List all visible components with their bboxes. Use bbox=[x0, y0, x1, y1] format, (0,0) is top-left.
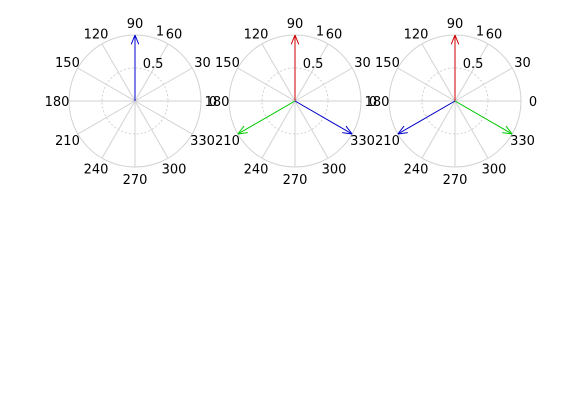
compass-vector bbox=[397, 100, 456, 135]
grid-spoke bbox=[294, 43, 329, 102]
theta-tick-label: 90 bbox=[287, 17, 304, 32]
theta-tick-label: 30 bbox=[514, 56, 531, 71]
theta-tick-label: 0 bbox=[369, 95, 377, 110]
theta-tick-label: 330 bbox=[510, 134, 535, 149]
theta-tick-label: 150 bbox=[215, 56, 240, 71]
vector-shaft bbox=[294, 100, 353, 135]
grid-spoke bbox=[134, 100, 193, 135]
vector-arrowhead bbox=[397, 132, 408, 135]
theta-tick-label: 300 bbox=[482, 163, 507, 178]
theta-tick-label: 240 bbox=[404, 163, 429, 178]
vector-arrowhead bbox=[345, 125, 353, 135]
theta-tick-label: 150 bbox=[375, 56, 400, 71]
theta-tick-label: 30 bbox=[354, 56, 371, 71]
vector-arrowhead bbox=[505, 125, 513, 135]
vector-shaft bbox=[397, 100, 456, 135]
theta-tick-label: 330 bbox=[350, 134, 375, 149]
theta-tick-label: 120 bbox=[404, 27, 429, 42]
theta-tick-label: 270 bbox=[123, 173, 148, 188]
r-tick-label: 1 bbox=[476, 25, 484, 40]
theta-tick-label: 180 bbox=[365, 95, 390, 110]
theta-tick-label: 90 bbox=[127, 17, 144, 32]
compass-vector bbox=[454, 100, 513, 135]
vector-arrowhead bbox=[237, 125, 245, 135]
compass-vector bbox=[237, 100, 296, 135]
theta-tick-label: 180 bbox=[45, 95, 70, 110]
theta-tick-label: 60 bbox=[326, 27, 343, 42]
grid-spoke bbox=[101, 43, 136, 102]
grid-spoke bbox=[261, 43, 296, 102]
vector-arrowhead bbox=[450, 34, 456, 45]
theta-tick-label: 90 bbox=[447, 17, 464, 32]
theta-tick-label: 30 bbox=[194, 56, 211, 71]
vector-arrowhead bbox=[134, 34, 140, 45]
compass-vector bbox=[130, 34, 140, 101]
r-tick-label: 1 bbox=[316, 25, 324, 40]
r-tick-label: 0.5 bbox=[143, 57, 164, 72]
r-tick-label: 1 bbox=[156, 25, 164, 40]
theta-tick-label: 210 bbox=[55, 134, 80, 149]
grid-spoke bbox=[134, 43, 169, 102]
vector-arrowhead bbox=[237, 132, 248, 135]
theta-tick-label: 120 bbox=[84, 27, 109, 42]
theta-tick-label: 0 bbox=[529, 95, 537, 110]
compass-vector bbox=[450, 34, 460, 101]
theta-tick-label: 240 bbox=[84, 163, 109, 178]
vector-arrowhead bbox=[342, 132, 353, 135]
theta-tick-label: 60 bbox=[486, 27, 503, 42]
grid-spoke bbox=[421, 43, 456, 102]
theta-tick-label: 210 bbox=[215, 134, 240, 149]
compass-vector bbox=[290, 34, 300, 101]
theta-tick-label: 210 bbox=[375, 134, 400, 149]
grid-spoke bbox=[421, 100, 456, 159]
grid-spoke bbox=[454, 67, 513, 102]
theta-tick-label: 180 bbox=[205, 95, 230, 110]
theta-tick-label: 330 bbox=[190, 134, 215, 149]
vector-arrowhead bbox=[397, 125, 405, 135]
theta-tick-label: 60 bbox=[166, 27, 183, 42]
grid-spoke bbox=[261, 100, 296, 159]
r-tick-label: 0.5 bbox=[463, 57, 484, 72]
grid-spoke bbox=[237, 67, 296, 102]
theta-tick-label: 0 bbox=[209, 95, 217, 110]
theta-tick-label: 300 bbox=[322, 163, 347, 178]
grid-spoke bbox=[397, 67, 456, 102]
grid-spoke bbox=[454, 100, 489, 159]
grid-spoke bbox=[294, 67, 353, 102]
theta-tick-label: 150 bbox=[55, 56, 80, 71]
vector-arrowhead bbox=[130, 34, 136, 45]
theta-tick-label: 120 bbox=[244, 27, 269, 42]
theta-tick-label: 270 bbox=[443, 173, 468, 188]
theta-tick-label: 300 bbox=[162, 163, 187, 178]
vector-shaft bbox=[237, 100, 296, 135]
theta-tick-label: 240 bbox=[244, 163, 269, 178]
r-tick-label: 0.5 bbox=[303, 57, 324, 72]
grid-spoke bbox=[101, 100, 136, 159]
grid-spoke bbox=[454, 43, 489, 102]
vector-arrowhead bbox=[502, 132, 513, 135]
compass-vector bbox=[294, 100, 353, 135]
vector-arrowhead bbox=[454, 34, 460, 45]
grid-spoke bbox=[134, 67, 193, 102]
theta-tick-label: 270 bbox=[283, 173, 308, 188]
vector-shaft bbox=[454, 100, 513, 135]
vector-arrowhead bbox=[290, 34, 296, 45]
grid-spoke bbox=[294, 100, 329, 159]
vector-arrowhead bbox=[294, 34, 300, 45]
grid-spoke bbox=[77, 100, 136, 135]
grid-spoke bbox=[77, 67, 136, 102]
grid-spoke bbox=[134, 100, 169, 159]
